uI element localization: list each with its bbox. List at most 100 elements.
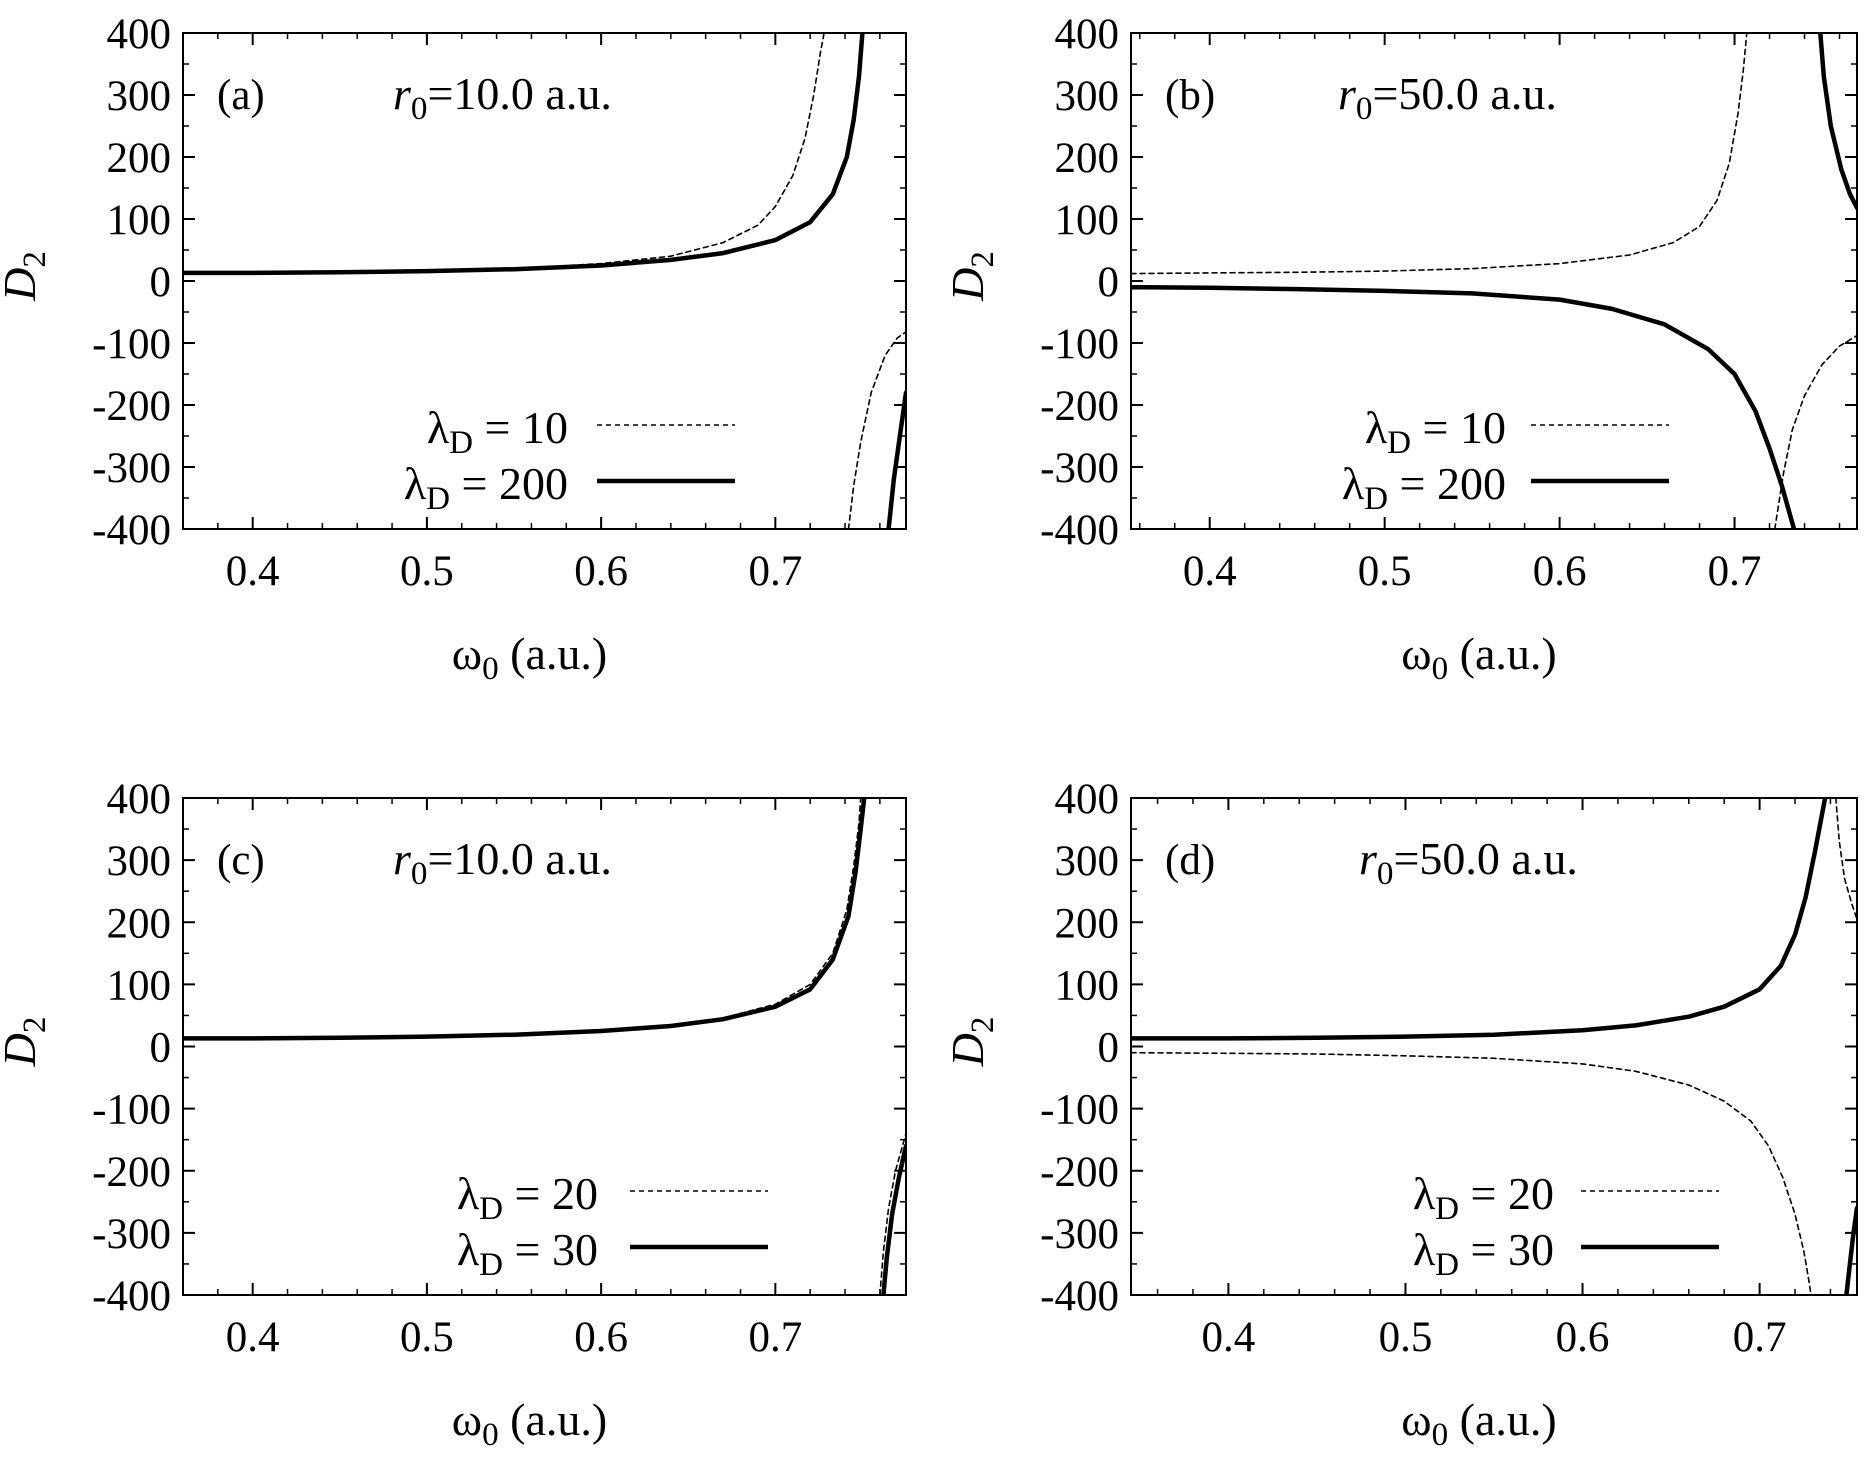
legend-label: λD = 20 [1413,1168,1554,1227]
y-axis-label: D2 [942,1017,1001,1068]
legend-label: λD = 10 [427,402,568,461]
y-tick-label: 400 [1055,11,1120,58]
y-tick-label: -300 [92,445,171,492]
y-tick-label: 300 [1055,838,1120,885]
y-tick-label: -200 [1040,383,1119,430]
y-tick-label: 200 [107,900,172,947]
x-tick-label: 0.4 [226,548,280,595]
series-line [1835,798,1857,920]
y-tick-label: -300 [1040,445,1119,492]
y-tick-label: -400 [1040,1273,1119,1320]
x-tick-label: 0.7 [748,1314,802,1361]
y-tick-label: 300 [107,838,172,885]
y-tick-label: 300 [1055,73,1120,120]
panel-c: -400 -300 -200 -100 0 100 200 300 400 0.4 0.5 0.6 0.… [0,776,907,1453]
y-tick-label: -100 [1040,1087,1119,1134]
y-tick-label: -200 [92,1149,171,1196]
panel-annotation: r0=10.0 a.u. [393,833,612,892]
x-tick-label: 0.6 [1533,548,1587,595]
series-line [1131,1051,1812,1295]
panel-annotation: r0=50.0 a.u. [1338,68,1557,127]
legend-item: λD = 200 [1342,458,1669,517]
legend-item: λD = 20 [1413,1168,1719,1227]
x-axis-label: ω0 (a.u.) [1401,628,1556,687]
x-tick-label: 0.6 [1556,1314,1610,1361]
legend-label: λD = 10 [1365,402,1506,461]
y-tick-label: -100 [92,1087,171,1134]
x-tick-label: 0.7 [1733,1314,1787,1361]
panel-label: (c) [217,837,265,884]
y-tick-label: 400 [107,11,172,58]
x-tick-label: 0.5 [1379,1314,1433,1361]
y-tick-label: 0 [1098,259,1120,306]
y-axis-label: D2 [0,1017,53,1068]
y-tick-label: -400 [92,507,171,554]
panel-b: -400 -300 -200 -100 0 100 200 300 400 0.4 0.5 0.6 0.… [942,11,1858,687]
x-axis-label: ω0 (a.u.) [452,1394,607,1453]
y-tick-label: -400 [92,1273,171,1320]
x-tick-label: 0.4 [1202,1314,1256,1361]
y-tick-label: 100 [107,197,172,244]
x-tick-label: 0.6 [574,1314,628,1361]
y-tick-label: 200 [1055,900,1120,947]
y-tick-label: 0 [150,1025,172,1072]
y-tick-label: 200 [1055,135,1120,182]
panel-d: -400 -300 -200 -100 0 100 200 300 400 0.4 0.5 0.6 0.… [942,776,1858,1453]
panel-label: (d) [1165,837,1215,884]
x-tick-label: 0.5 [400,1314,454,1361]
series-line [1131,284,1797,529]
legend-label: λD = 200 [1342,458,1506,517]
x-tick-label: 0.5 [400,548,454,595]
panel-label: (a) [217,72,265,119]
x-tick-label: 0.5 [1358,548,1412,595]
panel-annotation: r0=50.0 a.u. [1359,833,1578,892]
series-line [847,331,906,529]
legend-label: λD = 30 [1413,1224,1554,1283]
panel-label: (b) [1165,72,1215,119]
series-line [1774,334,1857,529]
series-line [1844,1205,1857,1295]
series-line [1131,33,1748,275]
series-line [886,390,906,529]
x-tick-label: 0.7 [1708,548,1762,595]
legend-label: λD = 30 [457,1224,598,1283]
legend-item: λD = 200 [404,458,735,517]
y-tick-label: 100 [107,962,172,1009]
y-tick-label: 400 [107,776,172,823]
legend-item: λD = 10 [1365,402,1669,461]
y-tick-label: -300 [1040,1211,1119,1258]
series-line [881,1143,906,1295]
y-tick-label: -200 [92,383,171,430]
y-tick-label: -100 [92,321,171,368]
series-line [183,33,825,274]
y-tick-label: 200 [107,135,172,182]
legend-item: λD = 10 [427,402,735,461]
x-tick-label: 0.4 [226,1314,280,1361]
y-tick-label: -300 [92,1211,171,1258]
series-line [1818,33,1857,211]
y-tick-label: -100 [1040,321,1119,368]
series-line [183,798,867,1041]
y-tick-label: 300 [107,73,172,120]
legend-item: λD = 20 [457,1168,768,1227]
legend-label: λD = 20 [457,1168,598,1227]
x-tick-label: 0.4 [1183,548,1237,595]
legend-item: λD = 30 [1413,1224,1719,1283]
y-tick-label: -200 [1040,1149,1119,1196]
y-tick-label: 0 [1098,1025,1120,1072]
x-axis-label: ω0 (a.u.) [1401,1394,1556,1453]
x-tick-label: 0.7 [748,548,802,595]
y-tick-label: 100 [1055,197,1120,244]
y-tick-label: 400 [1055,776,1120,823]
y-axis-label: D2 [942,251,1001,302]
panel-annotation: r0=10.0 a.u. [393,68,612,127]
y-tick-label: -400 [1040,507,1119,554]
series-line [183,33,865,276]
x-axis-label: ω0 (a.u.) [452,628,607,687]
x-tick-label: 0.6 [574,548,628,595]
